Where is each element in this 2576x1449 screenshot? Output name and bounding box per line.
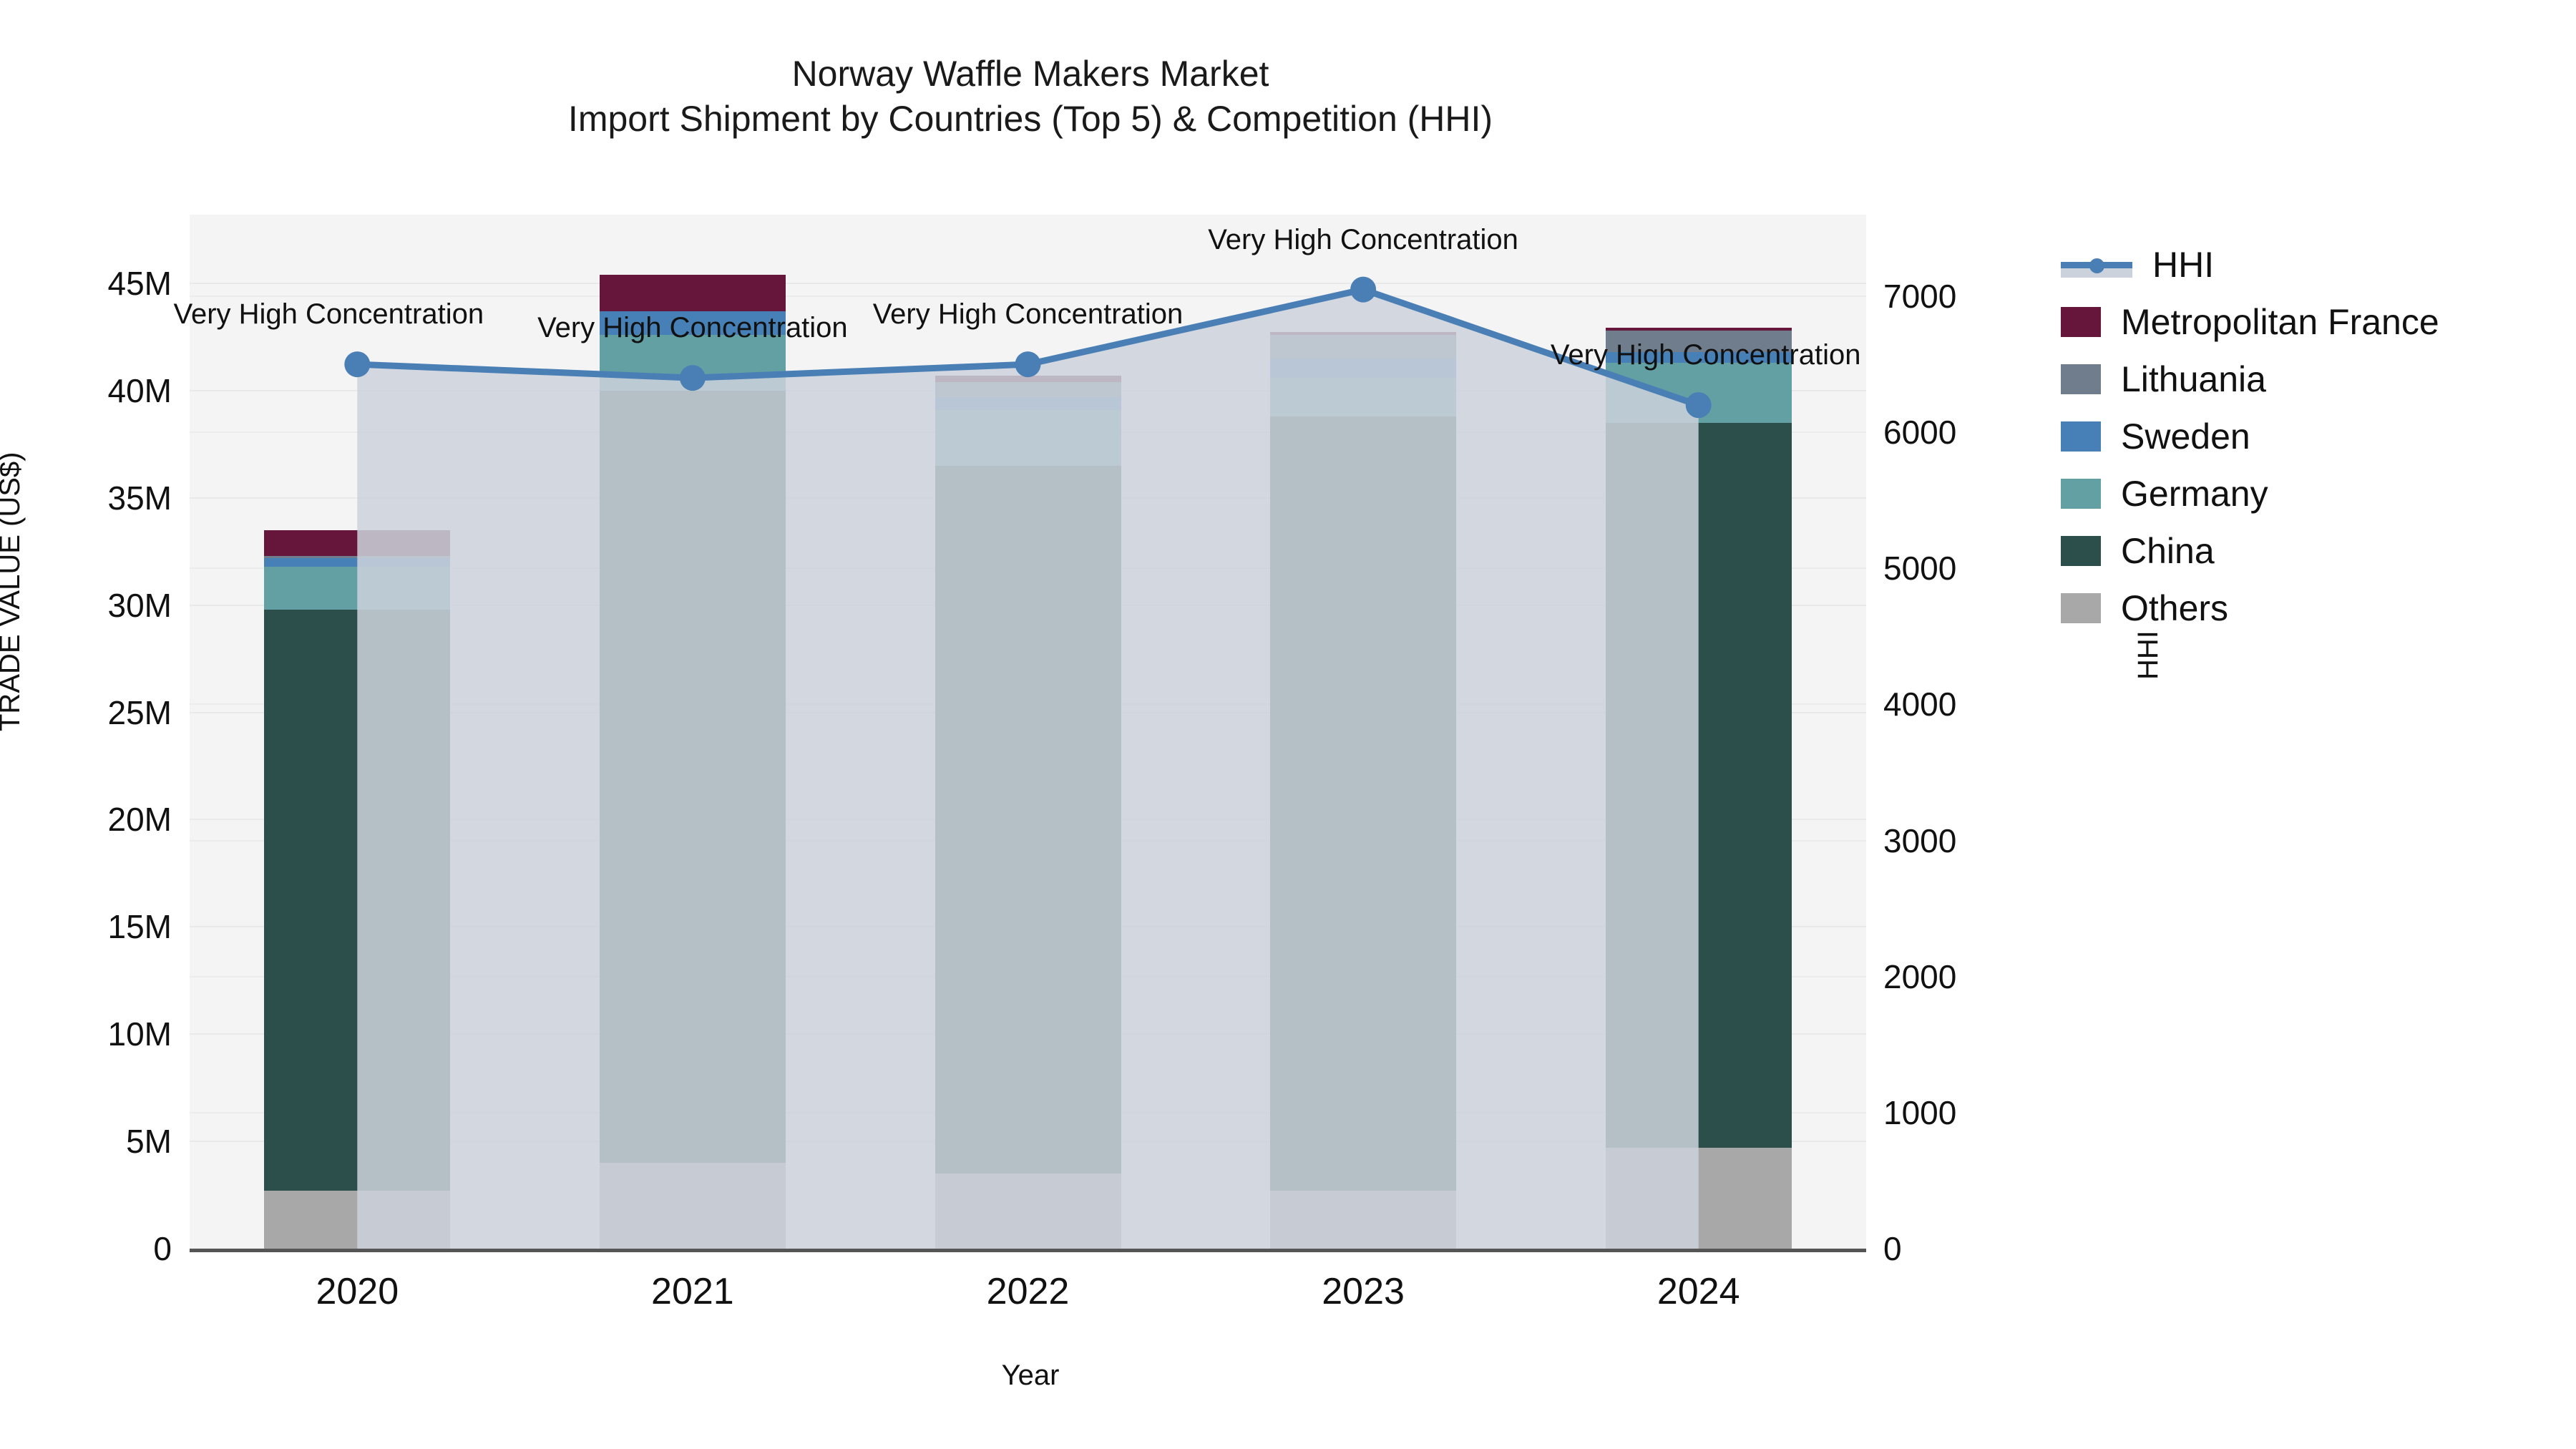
legend-label: Lithuania bbox=[2121, 359, 2266, 399]
bar-segment-lithuania[interactable] bbox=[935, 381, 1121, 397]
chart-title: Norway Waffle Makers Market bbox=[791, 54, 1269, 94]
y-axis-title-right: HHI bbox=[2132, 630, 2164, 680]
legend-label: Others bbox=[2121, 588, 2229, 628]
bar-segment-metropolitan-france[interactable] bbox=[935, 375, 1121, 382]
bar-segment-metropolitan-france[interactable] bbox=[1605, 328, 1792, 331]
hhi-marker-2023[interactable] bbox=[1350, 276, 1377, 303]
y-tick-left: 30M bbox=[107, 586, 172, 624]
bar-segment-lithuania[interactable] bbox=[264, 555, 451, 558]
bar-segment-metropolitan-france[interactable] bbox=[599, 274, 786, 311]
x-tick-2022: 2022 bbox=[986, 1271, 1070, 1312]
bar-group-2022[interactable] bbox=[935, 375, 1121, 1249]
y-tick-right: 6000 bbox=[1883, 414, 1957, 452]
y-tick-left: 25M bbox=[107, 693, 172, 731]
x-tick-2020: 2020 bbox=[316, 1271, 399, 1312]
y-tick-left: 20M bbox=[107, 801, 172, 839]
legend-label: Metropolitan France bbox=[2121, 302, 2439, 342]
y-tick-right: 2000 bbox=[1883, 957, 1957, 995]
annotation-2021: Very High Concentration bbox=[537, 312, 848, 344]
y-tick-left: 45M bbox=[107, 264, 172, 302]
legend-label: China bbox=[2121, 531, 2215, 571]
y-tick-left: 15M bbox=[107, 908, 172, 946]
bar-segment-germany[interactable] bbox=[1605, 362, 1792, 423]
x-axis-title: Year bbox=[1001, 1360, 1060, 1391]
y-tick-right: 3000 bbox=[1883, 821, 1957, 859]
annotation-2022: Very High Concentration bbox=[872, 298, 1184, 331]
annotation-2024: Very High Concentration bbox=[1550, 339, 1861, 371]
bar-segment-others[interactable] bbox=[1605, 1148, 1792, 1249]
bar-segment-others[interactable] bbox=[935, 1174, 1121, 1249]
bar-group-2021[interactable] bbox=[599, 274, 786, 1249]
bar-segment-lithuania[interactable] bbox=[1270, 334, 1457, 358]
x-tick-2024: 2024 bbox=[1657, 1271, 1740, 1312]
hhi-marker-2020[interactable] bbox=[344, 351, 371, 378]
bar-segment-germany[interactable] bbox=[264, 566, 451, 610]
y-tick-right: 1000 bbox=[1883, 1093, 1957, 1131]
bar-segment-others[interactable] bbox=[264, 1191, 451, 1249]
annotation-2023: Very High Concentration bbox=[1208, 223, 1518, 255]
legend-item-metropolitan-france[interactable]: Metropolitan France bbox=[2061, 293, 2562, 351]
bar-segment-others[interactable] bbox=[599, 1163, 786, 1249]
gridline bbox=[190, 296, 1866, 298]
bar-segment-metropolitan-france[interactable] bbox=[1270, 332, 1457, 335]
y-tick-left: 40M bbox=[107, 371, 172, 409]
legend-item-others[interactable]: Others bbox=[2061, 580, 2562, 637]
annotation-2020: Very High Concentration bbox=[173, 298, 484, 331]
legend-item-hhi[interactable]: HHI bbox=[2061, 236, 2562, 293]
chart-subtitle: Import Shipment by Countries (Top 5) & C… bbox=[567, 99, 1493, 139]
bar-segment-metropolitan-france[interactable] bbox=[264, 530, 451, 556]
legend-label: Sweden bbox=[2121, 416, 2250, 457]
legend-label: Germany bbox=[2121, 474, 2268, 514]
y-tick-left: 0 bbox=[153, 1230, 172, 1267]
legend-swatch bbox=[2061, 364, 2101, 394]
bar-segment-china[interactable] bbox=[935, 465, 1121, 1174]
legend-swatch bbox=[2061, 593, 2101, 623]
bar-segment-others[interactable] bbox=[1270, 1191, 1457, 1249]
bar-segment-china[interactable] bbox=[1270, 416, 1457, 1191]
y-tick-left: 5M bbox=[126, 1123, 172, 1161]
bar-group-2020[interactable] bbox=[264, 530, 451, 1249]
bar-segment-china[interactable] bbox=[1605, 422, 1792, 1148]
x-tick-2021: 2021 bbox=[651, 1271, 734, 1312]
bar-segment-china[interactable] bbox=[264, 609, 451, 1191]
y-tick-right: 4000 bbox=[1883, 686, 1957, 723]
y-tick-left: 35M bbox=[107, 479, 172, 517]
bar-segment-germany[interactable] bbox=[1270, 377, 1457, 416]
bar-group-2024[interactable] bbox=[1605, 328, 1792, 1249]
legend-item-sweden[interactable]: Sweden bbox=[2061, 408, 2562, 465]
y-tick-right: 5000 bbox=[1883, 550, 1957, 587]
chart-legend: HHI Metropolitan France Lithuania Sweden Ger… bbox=[2061, 236, 2562, 637]
hhi-marker-2022[interactable] bbox=[1015, 351, 1041, 378]
bar-segment-germany[interactable] bbox=[935, 409, 1121, 466]
x-axis-line bbox=[190, 1249, 1866, 1252]
legend-item-lithuania[interactable]: Lithuania bbox=[2061, 351, 2562, 408]
y-tick-right: 7000 bbox=[1883, 278, 1957, 316]
legend-label: HHI bbox=[2152, 245, 2215, 285]
bar-segment-sweden[interactable] bbox=[264, 557, 451, 567]
y-tick-right: 0 bbox=[1883, 1230, 1902, 1267]
x-tick-2023: 2023 bbox=[1322, 1271, 1405, 1312]
y-tick-left: 10M bbox=[107, 1015, 172, 1053]
legend-line-marker bbox=[2061, 250, 2132, 280]
legend-item-germany[interactable]: Germany bbox=[2061, 465, 2562, 522]
bar-segment-china[interactable] bbox=[599, 390, 786, 1163]
bar-segment-sweden[interactable] bbox=[935, 396, 1121, 410]
chart-title-block: Norway Waffle Makers Market Import Shipm… bbox=[0, 52, 2061, 142]
legend-item-china[interactable]: China bbox=[2061, 522, 2562, 580]
bar-segment-sweden[interactable] bbox=[1270, 358, 1457, 378]
legend-swatch bbox=[2061, 536, 2101, 566]
legend-swatch bbox=[2061, 479, 2101, 509]
gridline bbox=[190, 282, 1866, 284]
bar-group-2023[interactable] bbox=[1270, 332, 1457, 1249]
legend-swatch bbox=[2061, 307, 2101, 337]
legend-swatch bbox=[2061, 421, 2101, 452]
